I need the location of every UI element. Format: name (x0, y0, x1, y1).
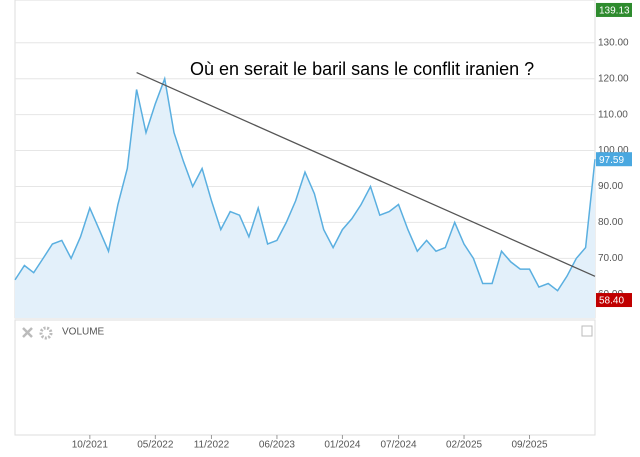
price-badge (596, 293, 632, 308)
y-tick-label: 90.00 (598, 181, 623, 192)
price-badge-label: 97.59 (599, 155, 624, 166)
y-tick-label: 100.00 (598, 145, 629, 156)
x-tick-label: 09/2025 (511, 440, 548, 451)
y-tick-label: 80.00 (598, 217, 623, 228)
checkbox[interactable] (581, 325, 593, 337)
price-line (14, 75, 596, 292)
chart-title: Où en serait le baril sans le conflit ir… (190, 59, 534, 79)
y-tick-label: 120.00 (598, 73, 629, 84)
volume-panel (14, 319, 596, 436)
x-tick-label: 07/2024 (380, 440, 417, 451)
x-tick-label: 10/2021 (72, 440, 109, 451)
x-tick-label: 06/2023 (259, 440, 296, 451)
volume-label: VOLUME (62, 327, 105, 338)
price-badge (596, 152, 632, 167)
x-tick-label: 11/2022 (194, 440, 230, 451)
price-badge-label: 58.40 (599, 296, 624, 307)
x-tick-label: 02/2025 (446, 440, 483, 451)
area-fill (15, 78, 595, 318)
close-icon[interactable] (22, 327, 33, 338)
x-tick-label: 05/2022 (137, 440, 174, 451)
x-tick-label: 01/2024 (324, 440, 361, 451)
price-badge (596, 2, 632, 17)
y-tick-label: 70.00 (598, 253, 623, 264)
price-badge-label: 139.13 (599, 6, 630, 17)
trend-line (136, 71, 596, 277)
settings-icon[interactable] (39, 326, 53, 340)
y-tick-label: 130.00 (598, 37, 629, 48)
y-tick-label: 110.00 (598, 109, 628, 120)
